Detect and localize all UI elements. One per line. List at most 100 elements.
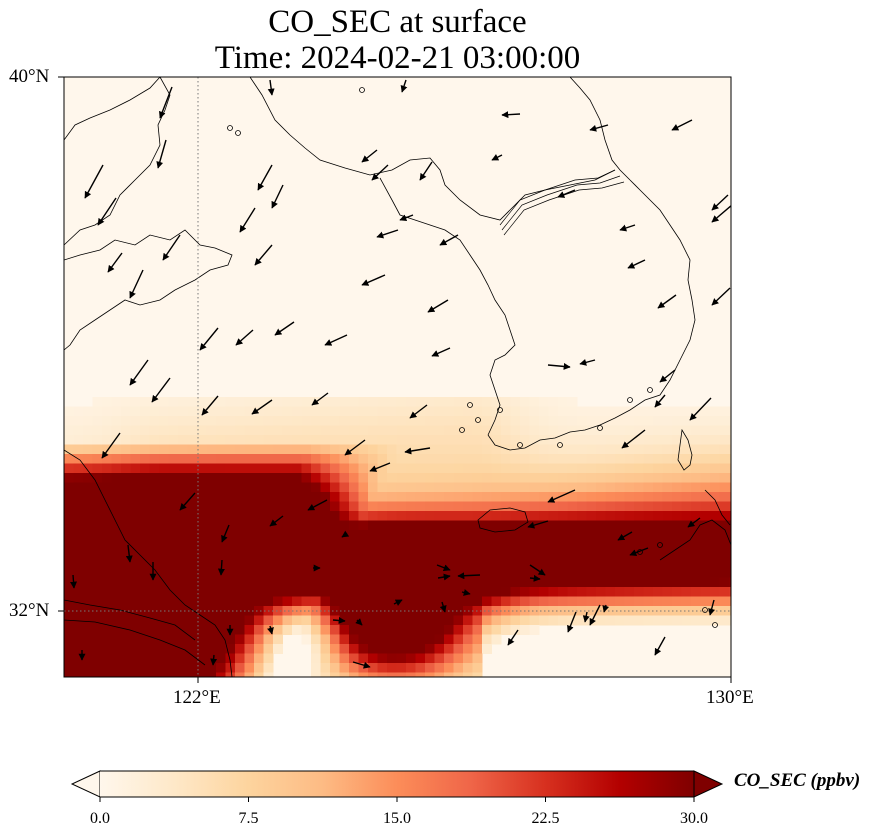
- wind-arrow: [627, 259, 646, 269]
- wind-arrow: [711, 194, 729, 211]
- wind-arrow: [221, 524, 230, 543]
- wind-arrow: [654, 394, 666, 408]
- map-title-line2: Time: 2024-02-21 03:00:00: [214, 40, 581, 76]
- wind-arrow: [501, 111, 521, 119]
- wind-arrow: [567, 611, 577, 633]
- wind-arrow: [156, 139, 167, 169]
- wind-arrow: [376, 229, 399, 239]
- wind-arrow: [267, 79, 275, 96]
- wind-arrow: [602, 604, 610, 613]
- wind-arrow: [257, 164, 273, 191]
- wind-arrow: [589, 604, 601, 626]
- wind-vectors: [70, 79, 731, 669]
- wind-arrow: [162, 234, 181, 261]
- wind-arrow: [201, 395, 219, 416]
- wind-arrow: [529, 564, 546, 576]
- wind-arrow: [491, 154, 503, 161]
- wind-arrow: [689, 397, 712, 421]
- wind-arrow: [436, 564, 451, 572]
- wind-arrow: [654, 636, 666, 656]
- wind-arrow: [582, 611, 590, 623]
- colorbar-tick-4: 30.0: [680, 810, 708, 827]
- wind-arrow: [239, 207, 256, 233]
- wind-arrow: [419, 161, 433, 181]
- wind-arrow: [400, 79, 408, 93]
- wind-arrow: [457, 572, 481, 580]
- wind-arrow: [547, 489, 576, 503]
- coastlines: [64, 77, 731, 677]
- wind-arrow: [393, 599, 403, 606]
- wind-arrow: [341, 530, 350, 538]
- wind-arrow: [332, 616, 346, 624]
- wind-arrow: [579, 358, 596, 366]
- wind-arrow: [151, 377, 171, 403]
- lon-label-122: 122°E: [173, 687, 221, 708]
- wind-arrow: [271, 184, 284, 209]
- wind-arrow: [527, 520, 549, 529]
- map-title-line1: CO_SEC at surface: [268, 4, 527, 40]
- lat-label-40: 40°N: [9, 66, 50, 87]
- wind-arrow: [711, 204, 731, 223]
- wind-arrow: [409, 404, 428, 419]
- wind-arrow: [307, 499, 328, 511]
- wind-arrow: [159, 86, 173, 119]
- wind-arrow: [529, 574, 541, 582]
- lat-label-32: 32°N: [9, 600, 50, 621]
- wind-arrow: [97, 197, 117, 226]
- wind-arrow: [129, 269, 144, 299]
- wind-arrow: [629, 547, 649, 556]
- wind-arrow: [101, 432, 121, 459]
- wind-arrow: [461, 589, 471, 596]
- wind-arrow: [251, 399, 273, 415]
- wind-arrow: [107, 252, 123, 273]
- wind-arrow: [324, 334, 348, 346]
- wind-arrow: [355, 618, 363, 626]
- wind-arrow: [217, 559, 225, 576]
- wind-arrow: [129, 359, 149, 386]
- wind-arrow: [269, 515, 284, 527]
- wind-arrow: [371, 164, 389, 181]
- wind-arrow: [235, 329, 254, 346]
- wind-arrow: [708, 599, 716, 616]
- wind-arrow: [344, 439, 366, 456]
- wind-arrow: [439, 601, 447, 613]
- colorbar-extend-low: [70, 770, 101, 798]
- wind-arrow: [711, 287, 731, 306]
- wind-arrow: [621, 429, 646, 449]
- wind-arrow: [179, 492, 196, 511]
- wind-arrow: [547, 362, 571, 370]
- wind-arrow: [659, 369, 676, 383]
- colorbar-tick-2: 15.0: [383, 810, 411, 827]
- wind-arrow: [210, 654, 218, 666]
- wind-arrow: [199, 327, 219, 351]
- wind-arrow: [557, 189, 576, 198]
- colorbar-tick-1: 7.5: [238, 810, 259, 827]
- wind-arrow: [352, 661, 371, 669]
- wind-arrow: [671, 119, 693, 131]
- wind-arrow: [657, 294, 677, 309]
- wind-arrow: [404, 447, 431, 455]
- colorbar-tick-0: 0.0: [90, 810, 110, 827]
- wind-arrow: [361, 149, 378, 163]
- wind-arrow: [507, 629, 519, 646]
- wind-arrow: [399, 214, 414, 222]
- concentration-field: [64, 397, 731, 677]
- wind-arrow: [437, 573, 451, 581]
- wind-arrow: [267, 625, 274, 635]
- wind-arrow: [589, 124, 609, 132]
- wind-arrow: [617, 531, 633, 541]
- wind-arrow: [427, 299, 449, 313]
- colorbar-tick-3: 22.5: [531, 810, 560, 827]
- map-frame: [63, 76, 732, 678]
- wind-arrow: [70, 574, 78, 589]
- gridlines: [64, 77, 731, 677]
- wind-arrow: [311, 392, 329, 406]
- wind-arrow: [84, 164, 104, 199]
- colorbar-label: CO_SEC (ppbv): [734, 770, 861, 791]
- lon-label-130: 130°E: [706, 687, 754, 708]
- wind-arrow: [125, 544, 133, 563]
- wind-arrow: [254, 244, 273, 266]
- wind-arrow: [439, 234, 459, 246]
